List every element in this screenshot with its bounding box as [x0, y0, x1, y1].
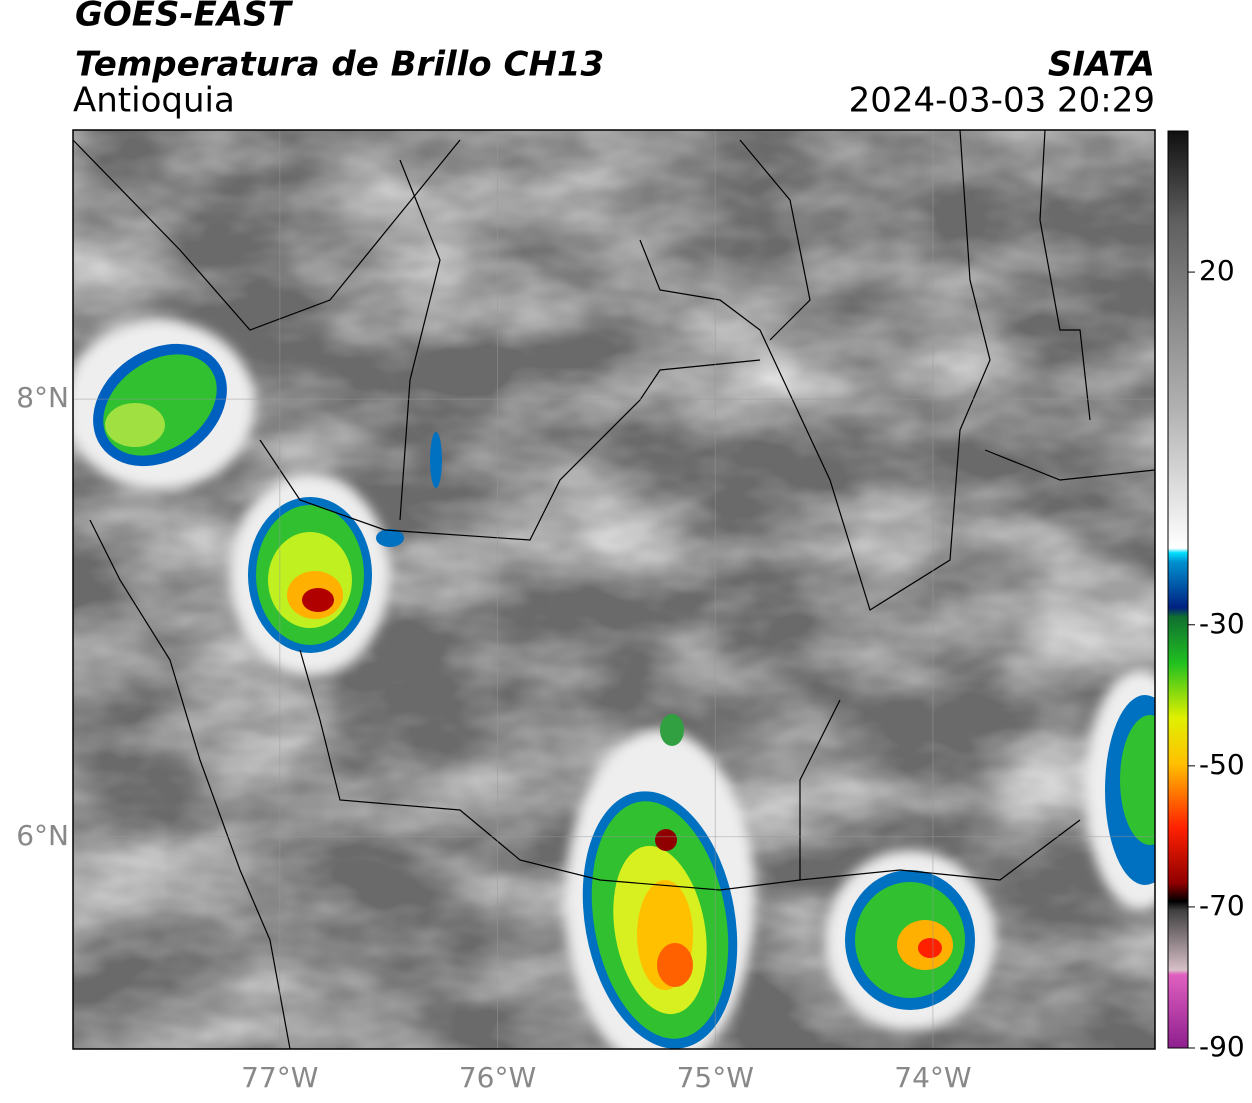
x-tick-label: 74°W — [894, 1061, 971, 1094]
map-axes: 77°W 76°W 75°W 74°W 8°N 6°N — [16, 381, 971, 1094]
colorbar-tick-label: 20 — [1199, 254, 1235, 287]
colorbar-tick-label: -50 — [1199, 748, 1245, 781]
colorbar-ticks: 20 -30 -50 -70 -90 — [1188, 254, 1245, 1063]
source-title: SIATA — [1048, 45, 1155, 85]
datetime: 2024-03-03 20:29 — [849, 81, 1155, 121]
x-tick-label: 76°W — [459, 1061, 536, 1094]
map-image — [72, 129, 1156, 1050]
colorbar-tick-label: -90 — [1199, 1030, 1245, 1063]
storm-cells — [93, 343, 1155, 1049]
y-tick-label: 6°N — [16, 819, 69, 852]
colorbar-tick-label: -70 — [1199, 889, 1245, 922]
satellite-title: GOES-EAST — [75, 0, 294, 35]
colorbar-tick-label: -30 — [1199, 607, 1245, 640]
x-tick-label: 77°W — [241, 1061, 318, 1094]
y-tick-label: 8°N — [16, 381, 69, 414]
colorbar — [1167, 130, 1189, 1049]
boundaries — [73, 130, 1155, 1049]
graticule — [73, 130, 1155, 1049]
region-title: Antioquia — [73, 81, 235, 121]
x-tick-label: 75°W — [677, 1061, 754, 1094]
product-title: Temperatura de Brillo CH13 — [75, 45, 604, 85]
map-frame — [72, 129, 1156, 1050]
